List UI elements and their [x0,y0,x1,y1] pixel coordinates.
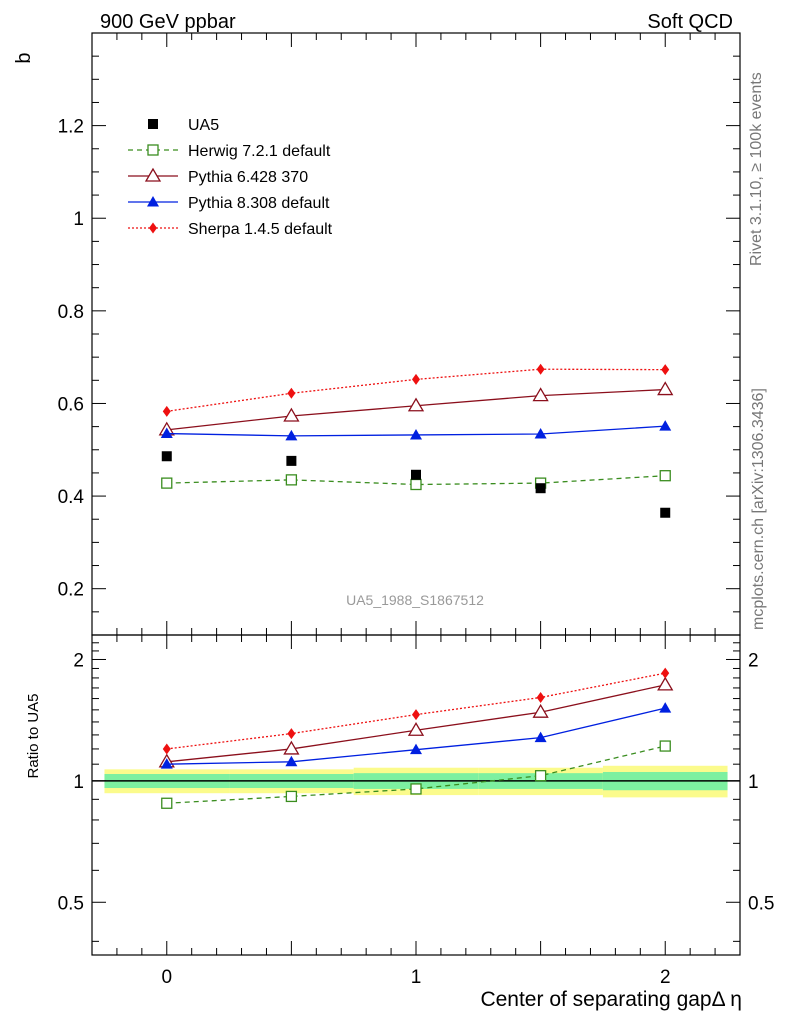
series-1-ratio-line [166,745,666,804]
legend-marker [144,167,162,182]
y-tick-label: 1 [73,209,84,230]
header-right: Soft QCD [647,11,733,33]
axis-ticks: 0 1 2 0.2 0.4 0.6 0.8 1 1.2 0.5 1 2 0.5 1 2 [58,32,774,988]
series-2-ratio-point [532,703,549,718]
ratio-y-tick-label-right: 0.5 [748,893,774,914]
series-2-ratio-point [657,676,674,691]
y-tick-label: 0.4 [58,487,85,508]
x-tick-label: 1 [411,967,422,988]
series-1-ratio-point [161,797,173,809]
series-2-point [283,407,300,422]
ratio-y-tick-label-right: 2 [748,650,759,671]
y-tick-label: 0.6 [58,394,84,415]
series-1-point [410,478,422,491]
legend-label: Sherpa 1.4.5 default [188,221,333,238]
analysis-watermark: UA5_1988_S1867512 [346,592,484,608]
series-1-ratio-point [285,790,298,803]
series-1-line [166,475,666,486]
ua5-data-point [660,507,671,518]
series-4-point [162,405,171,417]
series-2-point [657,381,674,396]
series-3-point [285,429,298,441]
series-2-point [407,397,425,412]
series-1-point [161,477,173,489]
y-tick-label: 0.2 [58,580,84,601]
ratio-y-tick-label: 1 [73,772,84,793]
series-4-ratio-point [412,709,420,721]
legend-marker [149,222,157,234]
ratio-y-tick-label: 2 [73,650,84,671]
rivet-label: Rivet 3.1.10, ≥ 100k events [748,72,765,266]
series-3-point [160,427,173,439]
series-3-point [534,428,547,439]
x-tick-label: 0 [161,967,172,988]
y-tick-label: 1.2 [58,117,84,138]
series-3-point [659,420,672,431]
x-tick-label: 2 [660,967,671,988]
ua5-data-point [286,455,297,466]
series-4-ratio-point [162,743,171,755]
legend-label: Pythia 8.308 default [188,195,330,212]
series-4-ratio-point [661,667,670,679]
series-1-point [659,470,671,482]
series-1-ratio-point [410,783,422,795]
series-2-ratio-point [283,740,300,755]
ua5-data-point [411,469,421,480]
series-1-point [285,474,298,486]
series-3-ratio-point [534,731,547,743]
mcplots-label: mcplots.cern.ch [arXiv:1306.3436] [750,388,767,630]
ratio-y-tick-label-right: 1 [748,772,759,793]
series-4-point [287,387,296,399]
series-3-ratio-point [659,702,672,713]
series-4-point [412,373,420,385]
y-tick-label: 0.8 [58,302,84,323]
y-axis-title: b [13,52,35,63]
legend-marker [147,144,159,156]
series-3-ratio-point [285,755,298,767]
ua5-data-point [535,483,546,494]
series-3-point [410,428,422,440]
mc-curves [158,363,674,809]
series-4-line [166,368,666,412]
series-4-point [536,363,545,375]
series-3-ratio-point [410,743,422,755]
series-4-point [661,364,670,376]
ratio-y-tick-label: 0.5 [58,893,84,914]
legend-label: UA5 [188,117,219,134]
series-2-ratio-point [407,721,425,736]
series-3-ratio-point [160,758,173,769]
legend-label: Pythia 6.428 370 [188,169,308,186]
ratio-y-axis-title: Ratio to UA5 [25,693,42,778]
legend-marker [148,119,158,129]
series-1-ratio-point [534,770,547,782]
legend: UA5 Herwig 7.2.1 default Pythia 6.428 370 P… [128,117,333,238]
ua5-data-points [161,451,671,518]
ua5-data-point [161,451,172,462]
series-1-ratio-point [659,740,671,752]
series-2-point [532,387,549,402]
series-4-ratio-point [287,728,296,740]
legend-label: Herwig 7.2.1 default [188,143,331,160]
header-left: 900 GeV ppbar [100,11,236,33]
legend-marker [147,196,159,207]
x-axis-title: Center of separating gapΔ η [480,988,742,1011]
series-4-ratio-point [536,691,545,703]
